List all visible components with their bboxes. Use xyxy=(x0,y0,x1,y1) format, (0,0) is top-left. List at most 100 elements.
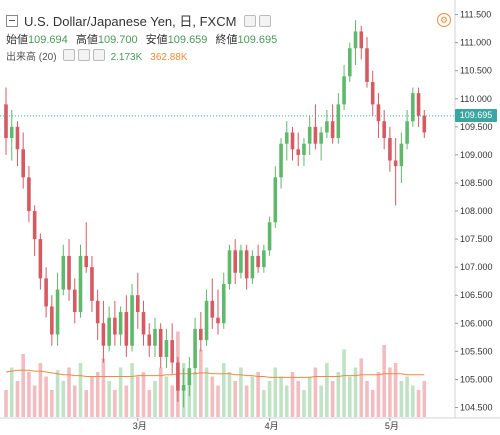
volume-bar xyxy=(416,390,421,417)
volume-bar xyxy=(330,381,335,417)
volume-bar xyxy=(388,367,392,417)
candle-body xyxy=(32,211,37,240)
volume-bar xyxy=(365,381,369,417)
volume-bar xyxy=(124,385,129,417)
volume-bar xyxy=(325,363,329,417)
volume-bar xyxy=(348,376,352,417)
candle-body xyxy=(307,126,312,144)
candle-body xyxy=(296,149,301,155)
candle-body xyxy=(353,31,358,49)
volume-bar xyxy=(15,381,20,417)
y-tick-label: 106.500 xyxy=(460,290,493,300)
candle-body xyxy=(95,300,100,324)
volume-bar xyxy=(319,385,323,417)
candle-body xyxy=(9,126,14,139)
candle-body xyxy=(135,295,140,313)
volume-bar xyxy=(313,367,318,417)
high-value: 109.700 xyxy=(97,34,138,46)
vol-remove-icon[interactable] xyxy=(92,49,105,61)
candle-body xyxy=(411,93,415,122)
volume-bar xyxy=(359,358,364,417)
candle-body xyxy=(61,255,66,290)
x-tick-label: 5月 xyxy=(385,421,399,431)
volume-bar xyxy=(164,376,169,417)
candle-body xyxy=(336,104,341,139)
volume-bar xyxy=(78,363,83,417)
volume-bar xyxy=(221,363,226,417)
collapse-icon[interactable] xyxy=(6,15,18,27)
volume-bar xyxy=(307,376,312,417)
candle-body xyxy=(342,76,346,105)
volume-value: 2.173K xyxy=(110,52,143,63)
vol-settings-icon[interactable] xyxy=(77,49,90,61)
volume-bar xyxy=(382,345,386,417)
candle-body xyxy=(216,317,220,324)
chart-settings-icon[interactable]: ⚙ xyxy=(437,13,451,27)
volume-bar xyxy=(239,367,243,417)
candle-body xyxy=(187,368,192,386)
vol-eye-icon[interactable] xyxy=(62,49,75,61)
candle-body xyxy=(164,340,169,357)
volume-bar xyxy=(422,381,427,417)
candle-body xyxy=(78,255,83,313)
volume-bar xyxy=(55,370,60,417)
volume-bar xyxy=(262,390,266,417)
y-tick-label: 111.000 xyxy=(460,38,491,48)
y-tick-label: 109.500 xyxy=(460,122,493,132)
volume-bar xyxy=(210,376,215,417)
candle-body xyxy=(181,385,186,391)
open-value: 109.694 xyxy=(28,34,68,46)
symbol-row: U.S. Dollar/Japanese Yen, 日, FXCM xyxy=(6,11,272,30)
volume-bar xyxy=(130,363,134,417)
candle-body xyxy=(38,239,43,279)
y-tick-label: 110.500 xyxy=(460,66,492,76)
candle-body xyxy=(279,143,283,178)
y-tick-label: 107.500 xyxy=(460,234,493,244)
volume-bar xyxy=(158,367,163,417)
candle-body xyxy=(319,132,323,144)
y-tick-label: 108.500 xyxy=(460,178,493,188)
candle-body xyxy=(210,300,215,318)
candle-body xyxy=(256,255,260,268)
candle-body xyxy=(204,300,209,341)
close-label: 終値 xyxy=(215,34,238,46)
volume-bar xyxy=(216,385,220,417)
volume-bar xyxy=(273,367,278,417)
last-price-label: 109.695 xyxy=(455,108,497,122)
volume-bar xyxy=(284,385,289,417)
volume-bar xyxy=(405,376,409,417)
candle-body xyxy=(221,283,226,324)
volume-ma-value: 362.88K xyxy=(150,52,188,63)
candle-body xyxy=(359,31,364,49)
volume-bar xyxy=(141,372,146,417)
volume-bar xyxy=(279,376,283,417)
volume-bar xyxy=(170,385,174,417)
volume-bar xyxy=(227,372,232,417)
settings-box-icon[interactable] xyxy=(244,15,257,27)
candle-body xyxy=(290,132,295,150)
volume-bar xyxy=(267,381,272,417)
candle-body xyxy=(113,317,117,335)
volume-bar xyxy=(370,390,375,417)
volume-bar xyxy=(353,367,358,417)
volume-bar xyxy=(336,372,341,417)
candle-body xyxy=(107,317,111,346)
hide-box-icon[interactable] xyxy=(259,15,272,27)
volume-bar xyxy=(399,381,404,417)
volume-bar xyxy=(9,367,14,417)
candle-body xyxy=(365,48,369,82)
candle-body xyxy=(193,328,197,369)
candle-body xyxy=(118,312,123,335)
high-label: 高値 xyxy=(75,34,98,46)
volume-bar xyxy=(27,372,31,417)
candle-body xyxy=(262,250,266,268)
candle-body xyxy=(55,289,60,335)
volume-bar xyxy=(32,385,37,417)
ohlc-row: 始値109.694 高値109.700 安値109.659 終値109.695 xyxy=(6,31,282,47)
candle-body xyxy=(227,250,232,284)
volume-bar xyxy=(244,385,249,417)
volume-row: 出来高 (20) 2.173K 362.88K xyxy=(6,48,188,63)
volume-bar xyxy=(411,385,415,417)
volume-bar xyxy=(393,363,398,417)
